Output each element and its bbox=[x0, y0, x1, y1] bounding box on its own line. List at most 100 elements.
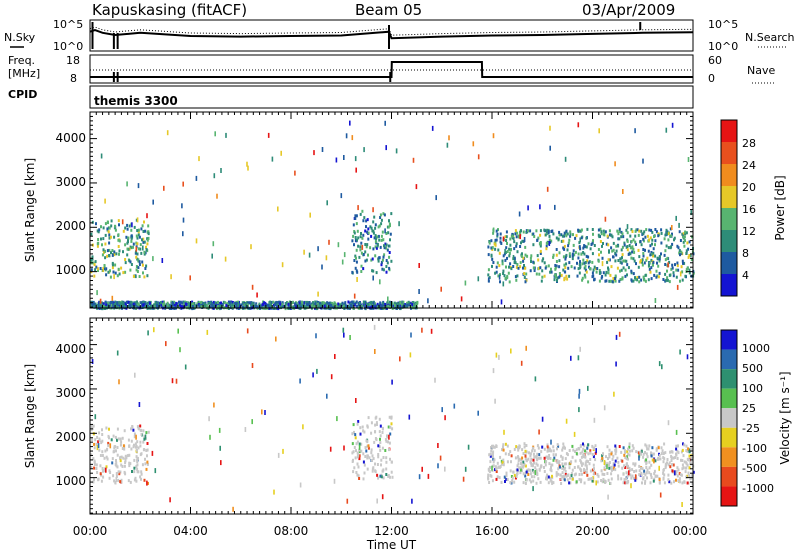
velocity-cell bbox=[656, 474, 659, 478]
velocity-cell bbox=[662, 468, 665, 472]
velocity-cell bbox=[594, 451, 597, 455]
power-cell bbox=[617, 259, 620, 262]
power-cell bbox=[372, 220, 375, 224]
power-cell bbox=[387, 304, 390, 308]
power-cell bbox=[90, 258, 93, 262]
velocity-cell bbox=[686, 354, 689, 360]
velocity-cell bbox=[382, 476, 385, 480]
power-cell bbox=[357, 244, 360, 248]
power-cell bbox=[653, 235, 655, 238]
power-cell bbox=[582, 258, 585, 262]
power-cell bbox=[683, 244, 686, 248]
velocity-cell bbox=[676, 449, 679, 453]
power-cell bbox=[282, 305, 285, 309]
power-cell bbox=[94, 260, 97, 264]
power-cell bbox=[581, 276, 584, 280]
power-cell bbox=[367, 237, 370, 241]
velocity-cell bbox=[358, 444, 361, 450]
power-cell bbox=[599, 227, 602, 231]
freq-tick-top: 18 bbox=[66, 54, 80, 67]
velocity-cell bbox=[625, 471, 628, 475]
power-cell bbox=[529, 256, 532, 260]
power-cell bbox=[281, 262, 284, 268]
power-cell bbox=[614, 161, 616, 167]
velocity-cell bbox=[535, 462, 538, 466]
power-cell bbox=[621, 277, 624, 281]
power-cell bbox=[110, 305, 113, 309]
velocity-cell bbox=[635, 450, 638, 454]
power-cell bbox=[523, 237, 526, 242]
velocity-cell bbox=[634, 478, 637, 482]
velocity-cell bbox=[387, 425, 390, 429]
power-cell bbox=[507, 271, 510, 275]
velocity-cell bbox=[108, 476, 111, 480]
velocity-cell bbox=[551, 474, 553, 478]
power-cell bbox=[229, 305, 232, 309]
power-cell bbox=[679, 279, 681, 283]
velocity-cell bbox=[672, 456, 675, 460]
velocity-cell bbox=[315, 333, 317, 339]
velocity-cell bbox=[648, 444, 651, 448]
velocity-cell bbox=[521, 465, 524, 469]
power-cbar-tick-16: 16 bbox=[742, 203, 756, 216]
velocity-cell bbox=[299, 378, 301, 384]
power-cell bbox=[568, 274, 571, 278]
power-cell bbox=[569, 232, 572, 236]
velocity-cell bbox=[546, 455, 549, 459]
power-cell bbox=[586, 259, 589, 263]
power-cell bbox=[356, 277, 358, 282]
power-cell bbox=[355, 214, 358, 218]
power-cell bbox=[135, 241, 138, 245]
power-cell bbox=[550, 239, 553, 243]
power-cell bbox=[623, 243, 626, 247]
velocity-cell bbox=[638, 469, 641, 473]
power-cell bbox=[681, 278, 684, 282]
velocity-cell bbox=[128, 444, 131, 448]
power-cell bbox=[148, 305, 150, 309]
velocity-cell bbox=[588, 477, 591, 481]
velocity-cell bbox=[362, 477, 365, 481]
power-cell bbox=[549, 145, 551, 151]
power-cell bbox=[361, 244, 364, 250]
power-cell bbox=[246, 303, 249, 307]
velocity-cell bbox=[580, 478, 583, 482]
velocity-cell bbox=[506, 478, 509, 482]
power-cell bbox=[281, 302, 283, 306]
power-ytick-3000: 3000 bbox=[55, 175, 86, 189]
power-cell bbox=[684, 239, 686, 243]
power-cell bbox=[626, 263, 629, 267]
velocity-cell bbox=[552, 445, 555, 449]
power-cell bbox=[281, 305, 283, 309]
power-cell bbox=[212, 300, 215, 304]
freq-frame bbox=[89, 54, 694, 84]
power-cell bbox=[360, 304, 363, 308]
power-cell bbox=[509, 262, 512, 266]
power-cell bbox=[364, 259, 367, 263]
velocity-cell bbox=[519, 468, 522, 472]
velocity-cell bbox=[527, 468, 530, 472]
power-cell bbox=[648, 238, 651, 242]
velocity-cell bbox=[492, 464, 495, 468]
power-cell bbox=[519, 265, 522, 269]
velocity-cell bbox=[140, 472, 143, 476]
power-cell bbox=[140, 301, 143, 305]
velocity-cell bbox=[136, 425, 139, 429]
velocity-cell bbox=[557, 472, 560, 476]
power-cell bbox=[365, 258, 368, 262]
power-cell bbox=[582, 246, 585, 250]
power-cell bbox=[269, 303, 272, 307]
power-cell bbox=[96, 244, 99, 248]
power-cell bbox=[477, 154, 480, 160]
power-cell bbox=[679, 239, 682, 242]
velocity-cell bbox=[578, 473, 581, 476]
power-cell bbox=[278, 300, 281, 304]
power-cell bbox=[383, 253, 386, 257]
velocity-cell bbox=[115, 459, 117, 462]
power-cell bbox=[610, 233, 613, 237]
power-cell bbox=[372, 275, 374, 281]
velocity-cell bbox=[362, 452, 365, 456]
velocity-cell bbox=[516, 464, 519, 468]
power-cell bbox=[256, 305, 259, 309]
power-cell bbox=[609, 233, 611, 237]
power-cell bbox=[124, 302, 127, 306]
